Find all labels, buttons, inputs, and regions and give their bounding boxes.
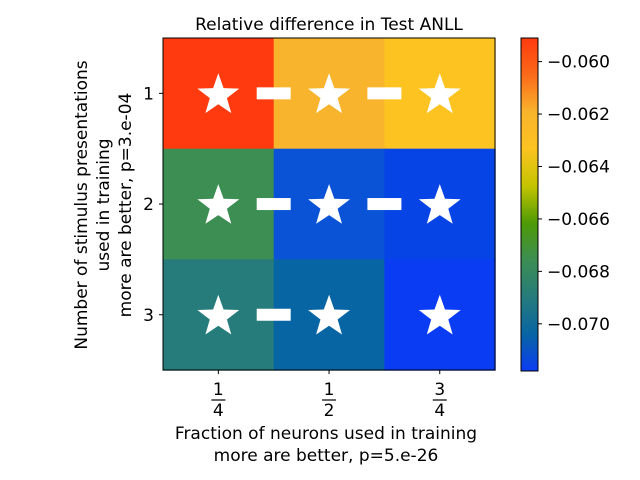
y-tick-label: 3 xyxy=(143,306,154,326)
dash-r1-c2-3 xyxy=(367,87,402,100)
significance-stars xyxy=(197,73,461,335)
colorbar-ticks: −0.060 −0.062 −0.064 −0.066 −0.068 −0.070 xyxy=(538,53,610,335)
dash-r2-c1-2 xyxy=(256,198,291,211)
star-r3-c2 xyxy=(308,294,350,335)
star-r2-c1 xyxy=(197,184,240,224)
colorbar-tick-label: −0.062 xyxy=(547,105,610,125)
colorbar-tick-label: −0.060 xyxy=(547,53,610,73)
star-r2-c3 xyxy=(418,184,461,224)
chart-title: Relative difference in Test ANLL xyxy=(195,15,463,35)
star-r1-c3 xyxy=(418,73,461,114)
star-r3-c1 xyxy=(197,294,240,335)
y-ticks: 1 2 3 xyxy=(143,84,163,326)
colorbar-tick-label: −0.068 xyxy=(547,262,610,282)
star-r2-c2 xyxy=(308,184,350,224)
significance-dashes xyxy=(256,87,402,321)
star-r1-c2 xyxy=(308,73,350,114)
x-tick-numerator: 1 xyxy=(324,380,335,400)
x-tick-denominator: 4 xyxy=(213,401,224,421)
y-tick-label: 1 xyxy=(143,84,154,104)
colorbar xyxy=(520,37,539,372)
y-tick-label: 2 xyxy=(143,195,154,215)
dash-r3-c1-2 xyxy=(256,308,291,321)
dash-r2-c2-3 xyxy=(367,198,402,211)
colorbar-tick-label: −0.066 xyxy=(547,210,610,230)
y-axis-label-line3: more are better, p=3.e-04 xyxy=(116,93,136,318)
star-r3-c3 xyxy=(418,294,461,335)
star-r1-c1 xyxy=(197,73,240,114)
y-axis-label-line1: Number of stimulus presentations xyxy=(72,60,92,349)
x-tick-numerator: 3 xyxy=(434,380,445,400)
colorbar-tick-label: −0.070 xyxy=(547,315,610,335)
x-tick-denominator: 4 xyxy=(434,401,445,421)
x-tick-denominator: 2 xyxy=(324,401,335,421)
y-axis-label-line2: used in training xyxy=(94,138,114,271)
colorbar-tick-label: −0.064 xyxy=(547,157,610,177)
x-axis-label-line1: Fraction of neurons used in training xyxy=(175,424,477,444)
dash-r1-c1-2 xyxy=(256,87,291,100)
x-axis-label-line2: more are better, p=5.e-26 xyxy=(214,446,439,466)
x-tick-numerator: 1 xyxy=(213,380,224,400)
